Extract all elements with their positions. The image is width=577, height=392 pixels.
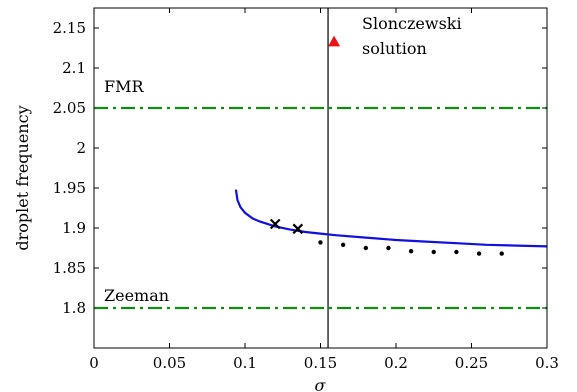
- slonczewski-triangle-marker: [328, 35, 341, 47]
- x-tick-label: 0.3: [535, 354, 559, 372]
- y-tick-label: 1.8: [62, 299, 86, 317]
- x-tick-label: 0.25: [455, 354, 488, 372]
- y-tick-label: 1.95: [53, 179, 86, 197]
- x-tick-label: 0.05: [153, 354, 186, 372]
- dot-marker: [454, 249, 459, 255]
- lines-layer: [94, 8, 548, 348]
- dot-marker: [476, 251, 482, 256]
- y-tick-label: 1.85: [53, 259, 86, 277]
- hline-label-fmr: FMR: [104, 77, 144, 96]
- x-tick-label: 0.2: [384, 354, 408, 372]
- dot-marker: [318, 240, 323, 245]
- solution-curve: [234, 189, 548, 248]
- y-tick-label: 1.9: [62, 219, 86, 237]
- marker-label-line2: solution: [362, 39, 427, 58]
- hline-label-zeeman: Zeeman: [104, 286, 169, 305]
- marker-label-line1: Slonczewski: [362, 14, 462, 33]
- plot-frame: [93, 7, 548, 349]
- x-marker-stroke: [292, 223, 304, 235]
- y-axis-label: droplet frequency: [13, 105, 32, 250]
- x-axis-label: σ: [315, 376, 327, 392]
- x-marker: [292, 223, 304, 235]
- marks-layer: [269, 35, 504, 256]
- y-tick-label: 2: [76, 139, 86, 157]
- dot-marker: [431, 249, 436, 255]
- y-tick-label: 2.05: [53, 99, 86, 117]
- ticks-layer: 0 0.05 0.1 0.15 0.2 0.25 0.3 1.8 1.85 1.9 1.95 2 2.0…: [53, 8, 559, 372]
- dot-marker: [363, 245, 368, 251]
- x-tick-label: 0.15: [304, 354, 337, 372]
- dot-marker: [408, 249, 414, 254]
- x-tick-label: 0.1: [233, 354, 257, 372]
- y-tick-label: 2.15: [53, 19, 86, 37]
- x-marker: [269, 218, 281, 230]
- y-tick-label: 2.1: [62, 59, 86, 77]
- x-tick-label: 0: [89, 354, 99, 372]
- dot-marker: [499, 251, 504, 256]
- dot-marker: [386, 245, 391, 251]
- x-marker-stroke: [269, 218, 281, 230]
- dot-marker: [340, 242, 346, 247]
